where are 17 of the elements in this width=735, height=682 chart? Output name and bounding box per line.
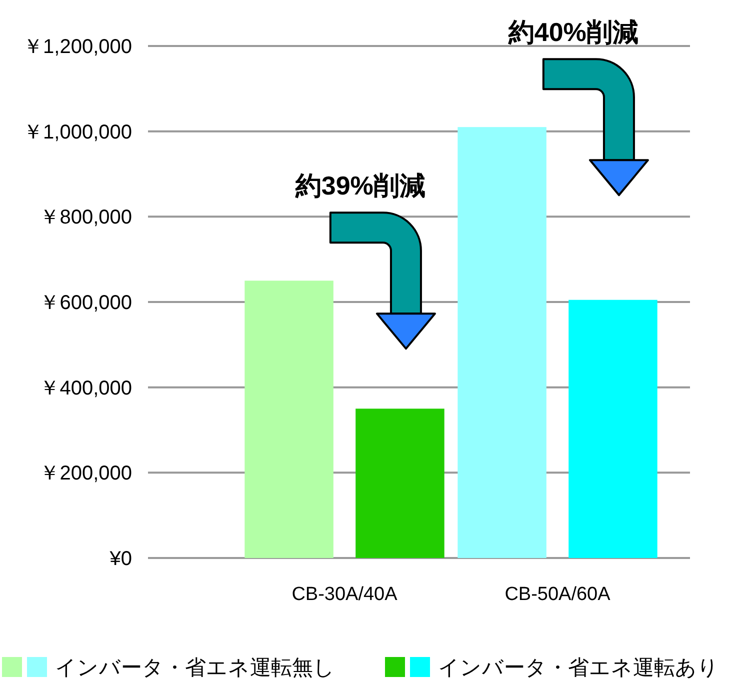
legend-label: インバータ・省エネ運転あり xyxy=(438,656,719,680)
y-tick-label: ￥1,000,000 xyxy=(23,121,132,144)
annotation: 約39%削減 xyxy=(294,170,426,201)
y-tick-label: ￥800,000 xyxy=(40,206,132,229)
legend-label: インバータ・省エネ運転無し xyxy=(55,656,335,680)
bar xyxy=(458,127,546,558)
bar xyxy=(568,300,658,558)
y-tick-label: ¥0 xyxy=(108,548,132,570)
y-tick-label: ￥400,000 xyxy=(40,377,132,400)
x-tick-label: CB-30A/40A xyxy=(292,584,398,605)
annotation: 約40%削減 xyxy=(507,17,638,48)
x-tick-label: CB-50A/60A xyxy=(504,584,611,605)
bar xyxy=(356,408,444,558)
y-tick-label: ￥1,200,000 xyxy=(23,36,132,58)
bar xyxy=(244,280,334,558)
y-tick-label: ￥200,000 xyxy=(40,462,132,485)
y-tick-label: ￥600,000 xyxy=(40,292,132,314)
